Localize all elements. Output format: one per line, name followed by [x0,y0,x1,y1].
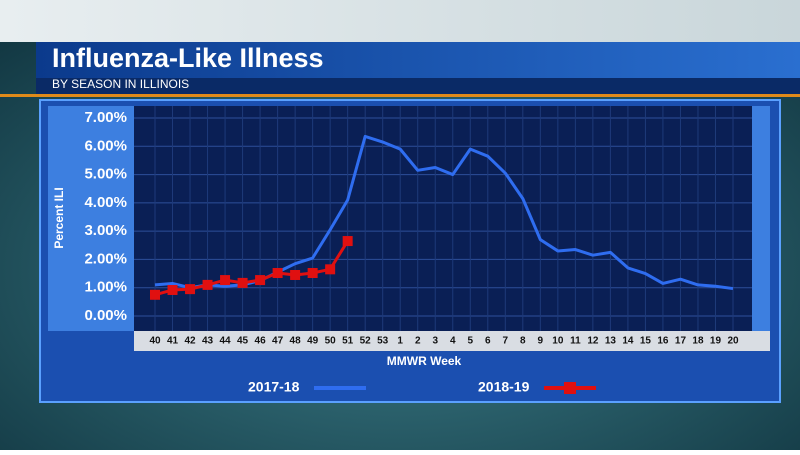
x-tick-label: 15 [640,336,652,347]
right-strip [752,106,770,331]
legend-marker [564,382,576,394]
x-tick-label: 5 [467,336,473,347]
point-marker [255,275,266,286]
y-tick-label: 3.00% [84,222,127,239]
y-tick-label: 2.00% [84,250,127,267]
x-tick-label: 1 [397,336,403,347]
x-tick-label: 52 [360,336,372,347]
x-tick-label: 19 [710,336,722,347]
title-bar [36,42,800,78]
x-tick-label: 11 [570,336,581,347]
point-marker [185,284,196,295]
legend-label: 2017-18 [248,379,300,395]
x-tick-label: 3 [432,336,438,347]
chart-subtitle: BY SEASON IN ILLINOIS [52,77,189,91]
point-marker [220,275,231,286]
point-marker [237,277,248,288]
x-tick-label: 17 [675,336,687,347]
y-axis-panel [48,106,134,331]
x-tick-label: 40 [149,336,161,347]
y-tick-label: 7.00% [84,109,127,126]
x-tick-label: 18 [692,336,704,347]
x-tick-label: 16 [657,336,669,347]
x-tick-label: 41 [167,336,179,347]
plot-area [134,106,752,331]
x-tick-label: 53 [377,336,389,347]
y-tick-label: 1.00% [84,279,127,296]
point-marker [202,279,213,290]
y-axis-label: Percent ILI [52,187,66,248]
x-tick-label: 20 [727,336,739,347]
point-marker [290,269,301,280]
x-axis-band [134,331,770,351]
x-tick-label: 9 [538,336,544,347]
x-tick-label: 51 [342,336,354,347]
x-tick-label: 10 [552,336,564,347]
x-tick-label: 4 [450,336,456,347]
x-axis-label: MMWR Week [387,354,462,368]
x-tick-label: 47 [272,336,284,347]
point-marker [325,264,336,275]
x-tick-label: 12 [587,336,599,347]
point-marker [307,268,318,279]
x-tick-label: 6 [485,336,491,347]
x-tick-label: 50 [325,336,337,347]
y-tick-label: 6.00% [84,137,127,154]
x-tick-label: 8 [520,336,526,347]
x-tick-label: 7 [503,336,509,347]
legend-label: 2018-19 [478,379,530,395]
x-tick-label: 42 [184,336,196,347]
y-tick-label: 0.00% [84,307,127,324]
x-tick-label: 14 [622,336,634,347]
x-tick-label: 48 [290,336,302,347]
point-marker [167,284,178,295]
point-marker [342,236,353,247]
y-tick-label: 4.00% [84,194,127,211]
chart-title: Influenza-Like Illness [52,43,324,73]
x-tick-label: 45 [237,336,249,347]
subtitle-bar [36,78,800,94]
y-tick-label: 5.00% [84,166,127,183]
accent-line [0,94,800,97]
x-tick-label: 2 [415,336,421,347]
x-tick-label: 13 [605,336,617,347]
top-band [0,0,800,42]
point-marker [150,289,160,300]
x-tick-label: 49 [307,336,319,347]
x-tick-label: 44 [219,336,231,347]
x-tick-label: 46 [255,336,267,347]
point-marker [272,268,283,279]
x-tick-label: 43 [202,336,214,347]
